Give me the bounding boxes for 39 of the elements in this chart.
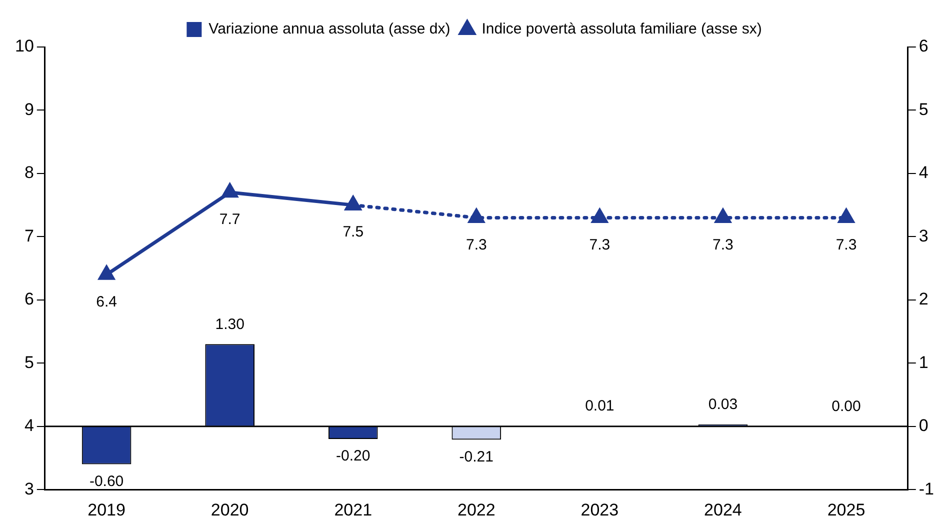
data-label: -0.60: [89, 472, 124, 490]
data-label: 6.4: [96, 293, 117, 310]
y-tick-label: 7: [24, 226, 34, 246]
y2-tick-label: 0: [918, 416, 928, 436]
y-tick-label: 4: [24, 416, 34, 436]
data-label: 0.03: [708, 396, 738, 414]
data-label: 7.3: [712, 236, 734, 254]
y-tick-label: 9: [24, 100, 34, 119]
x-tick-label: 2024: [704, 500, 742, 520]
data-label: 7.3: [466, 236, 487, 254]
y2-tick-label: 4: [918, 163, 928, 182]
y2-tick-label: 2: [918, 290, 928, 309]
data-label: 7.5: [342, 224, 364, 241]
data-label: 7.7: [219, 211, 240, 228]
data-label: 7.3: [589, 236, 610, 254]
data-label: 0.01: [585, 397, 614, 414]
y-tick-label: 10: [14, 36, 34, 56]
y2-tick-label: -1: [918, 479, 934, 498]
y2-tick-label: 6: [918, 36, 928, 56]
y2-tick-label: 5: [918, 100, 928, 119]
x-tick-label: 2025: [827, 500, 866, 520]
y-tick-label: 3: [24, 479, 34, 498]
x-tick-label: 2023: [580, 500, 619, 520]
data-label: 1.30: [215, 316, 244, 333]
x-tick-label: 2019: [88, 500, 126, 520]
legend-label: Variazione annua assoluta (asse dx): [208, 20, 450, 38]
y2-tick-label: 3: [918, 226, 928, 246]
y-tick-label: 5: [24, 352, 34, 372]
y-tick-label: 6: [24, 290, 34, 309]
data-label: -0.21: [459, 448, 494, 466]
y2-tick-label: 1: [918, 352, 928, 372]
data-label: -0.20: [336, 448, 370, 465]
data-label: 0.00: [832, 398, 861, 416]
x-tick-label: 2022: [457, 500, 496, 520]
legend-label: Indice povertà assoluta familiare (asse sx): [482, 20, 762, 38]
x-tick-label: 2021: [334, 500, 372, 520]
x-tick-label: 2020: [210, 500, 249, 520]
data-label: 7.3: [836, 236, 857, 254]
y-tick-label: 8: [24, 163, 34, 182]
